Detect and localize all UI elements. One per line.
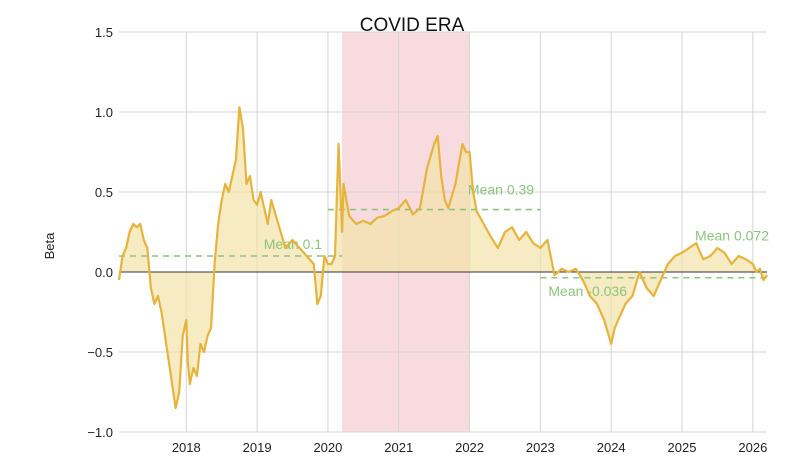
y-tick-label-4: −0.5 — [87, 345, 113, 360]
x-tick-label-1: 2019 — [243, 440, 272, 455]
y-tick-label-0: 1.5 — [95, 25, 113, 40]
x-tick-label-6: 2024 — [597, 440, 626, 455]
y-tick-label-5: −1.0 — [87, 425, 113, 440]
mean-label-0: Mean 0.1 — [264, 236, 323, 252]
mean-label-3: Mean 0.072 — [695, 227, 769, 243]
x-tick-label-0: 2018 — [172, 440, 201, 455]
chart-title: COVID ERA — [360, 15, 465, 36]
y-tick-label-1: 1.0 — [95, 105, 113, 120]
x-tick-label-2: 2020 — [313, 440, 342, 455]
beta-area-fill — [119, 107, 767, 408]
x-tick-label-7: 2025 — [668, 440, 697, 455]
x-tick-label-5: 2023 — [526, 440, 555, 455]
y-axis-label: Beta — [42, 232, 57, 260]
x-tick-label-4: 2022 — [455, 440, 484, 455]
mean-label-1: Mean 0.39 — [468, 182, 534, 198]
x-tick-label-3: 2021 — [384, 440, 413, 455]
y-tick-label-3: 0.0 — [95, 265, 113, 280]
beta-series-line — [117, 106, 768, 410]
x-tick-label-8: 2026 — [738, 440, 767, 455]
y-tick-label-2: 0.5 — [95, 185, 113, 200]
